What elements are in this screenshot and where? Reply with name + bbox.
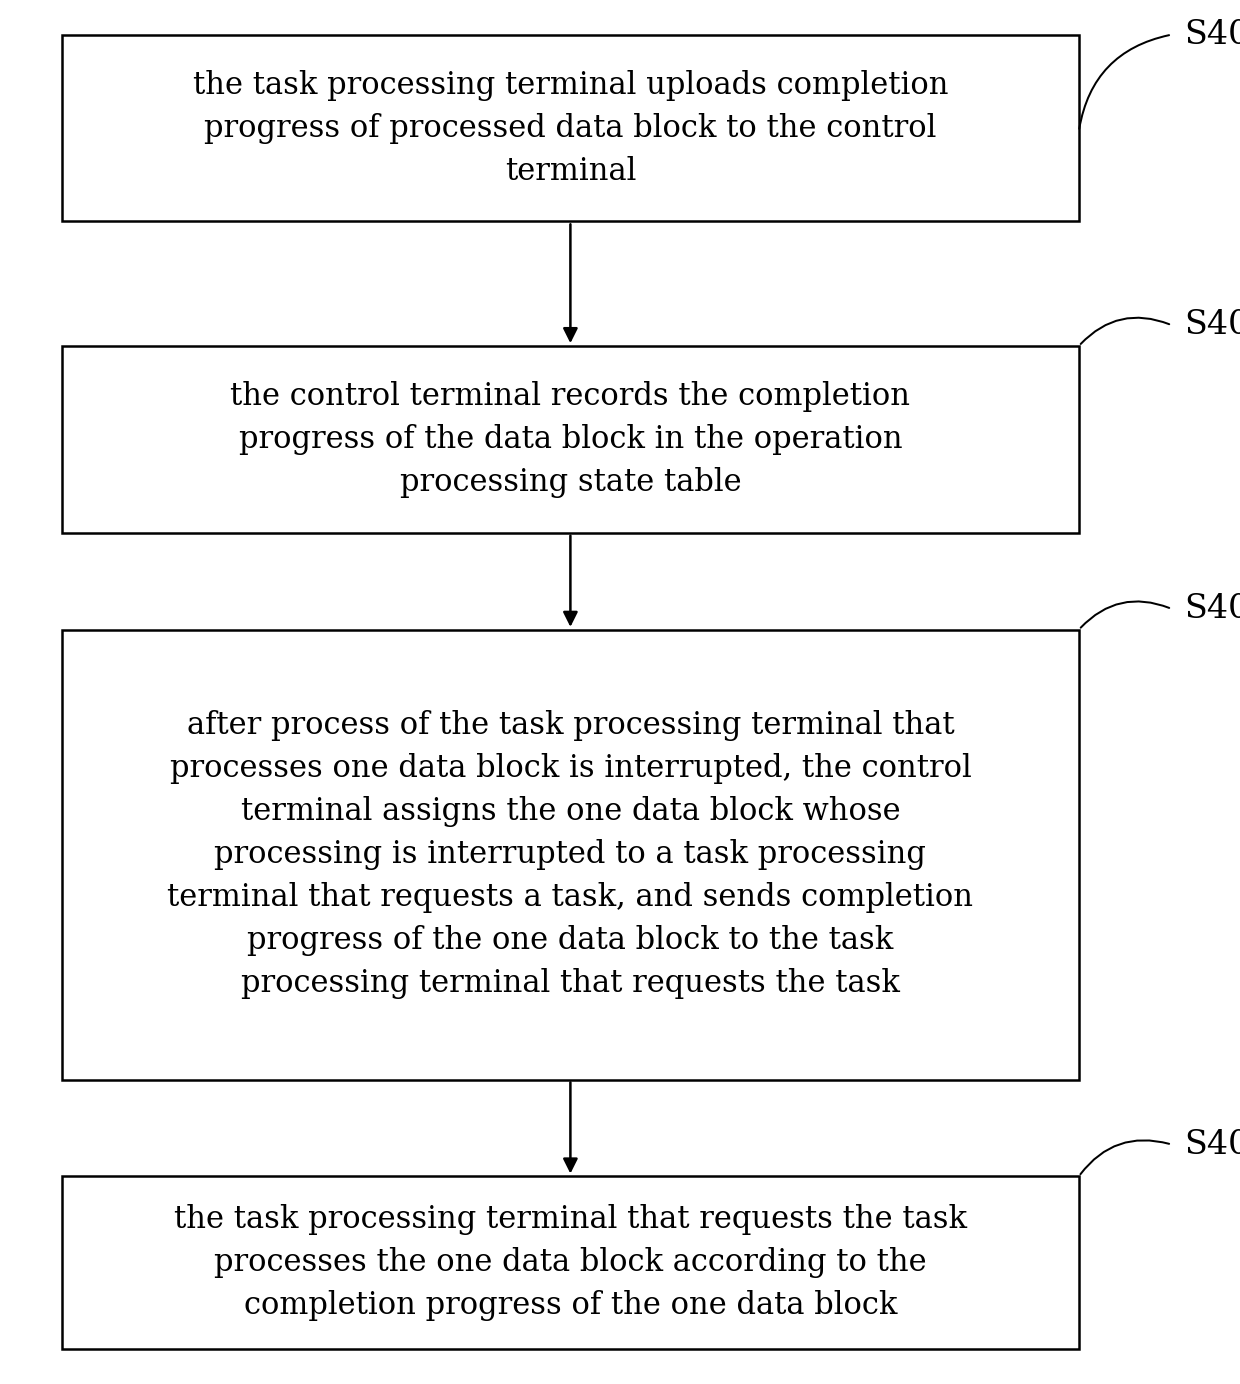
Text: the control terminal records the completion
progress of the data block in the op: the control terminal records the complet…	[231, 381, 910, 498]
Text: S402: S402	[1184, 309, 1240, 342]
Text: S404: S404	[1184, 1128, 1240, 1161]
Text: S403: S403	[1184, 592, 1240, 626]
FancyArrowPatch shape	[1080, 1140, 1169, 1174]
Text: the task processing terminal uploads completion
progress of processed data block: the task processing terminal uploads com…	[192, 69, 949, 187]
Text: S401: S401	[1184, 18, 1240, 51]
FancyBboxPatch shape	[62, 1176, 1079, 1349]
FancyBboxPatch shape	[62, 630, 1079, 1080]
Text: the task processing terminal that requests the task
processes the one data block: the task processing terminal that reques…	[174, 1204, 967, 1322]
FancyBboxPatch shape	[62, 346, 1079, 533]
FancyArrowPatch shape	[1079, 35, 1169, 129]
FancyBboxPatch shape	[62, 35, 1079, 221]
FancyArrowPatch shape	[1081, 602, 1169, 628]
Text: after process of the task processing terminal that
processes one data block is i: after process of the task processing ter…	[167, 710, 973, 999]
FancyArrowPatch shape	[1081, 318, 1169, 345]
